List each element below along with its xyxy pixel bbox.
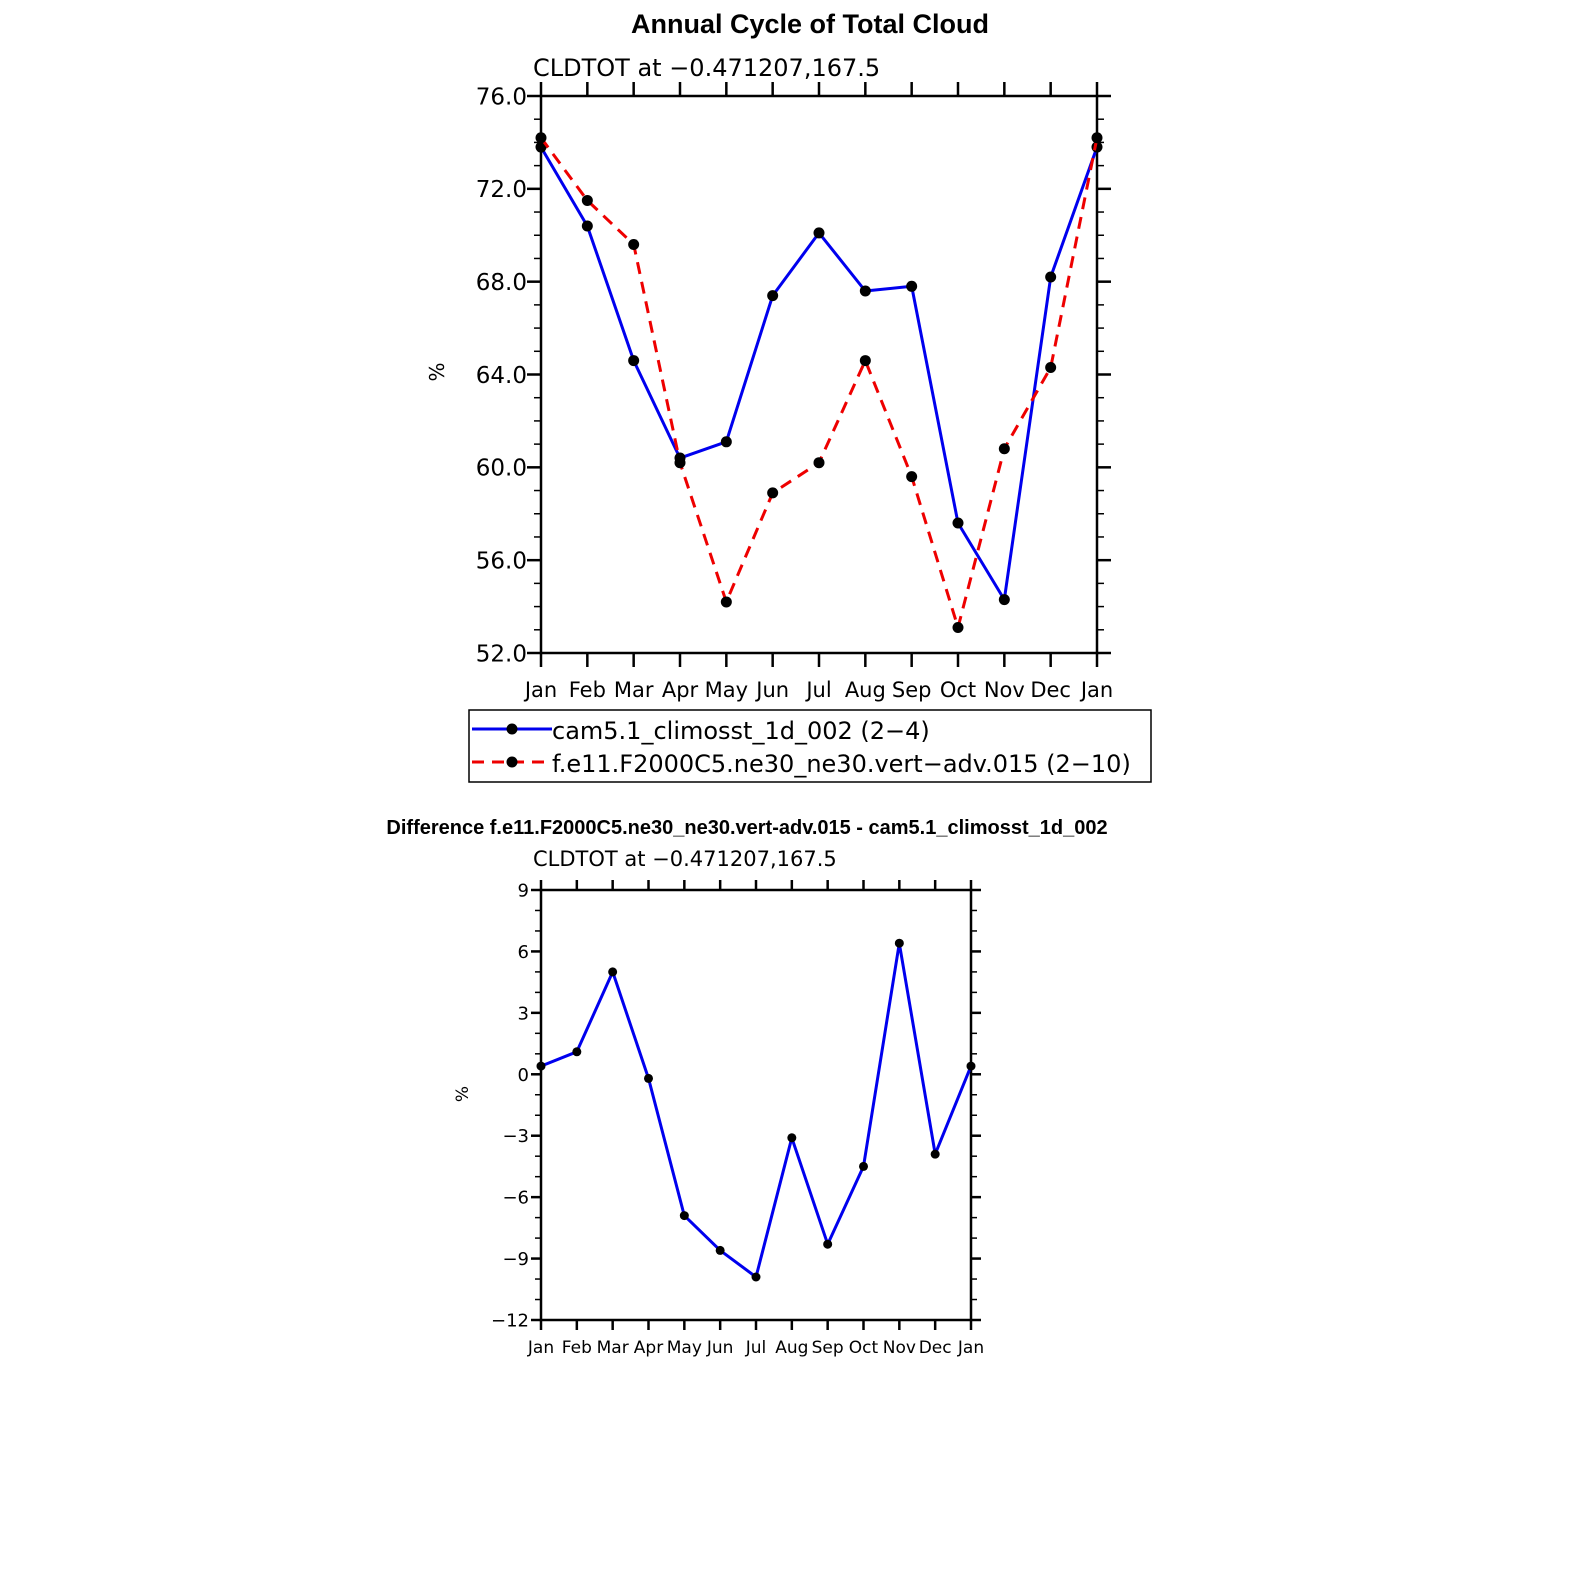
legend-label-series-2: f.e11.F2000C5.ne30_ne30.vert−adv.015 (2−… (552, 750, 1131, 778)
chart1-ylabel: % (425, 362, 449, 381)
chart2-xtick-label: Mar (597, 1338, 629, 1358)
chart1-series-1-point (535, 141, 547, 153)
chart1-ytick-label: 56.0 (476, 548, 527, 574)
chart1-xtick-label: Oct (940, 678, 976, 702)
chart1-xtick-label: Nov (984, 678, 1025, 702)
legend-label-series-1: cam5.1_climosst_1d_002 (2−4) (552, 717, 930, 745)
chart1-series-1-point (581, 220, 593, 232)
chart1-series-1-point (906, 280, 918, 292)
chart1-series-1-point (1045, 271, 1057, 283)
chart1-series-1-point (813, 227, 825, 239)
chart1-xtick-label: Mar (614, 678, 654, 702)
chart1-xtick-label: Jun (754, 678, 789, 702)
chart1-series-line-2 (539, 136, 1099, 629)
chart1-legend: cam5.1_climosst_1d_002 (2−4) f.e11.F2000… (468, 709, 1152, 783)
chart1-series-1-point (998, 594, 1010, 606)
chart1-series-1-point (859, 285, 871, 297)
chart1-series-1-point (628, 355, 640, 367)
chart2-series-1-point (572, 1047, 582, 1057)
chart2-xtick-label: Jan (527, 1338, 554, 1358)
chart1-xtick-label: Feb (569, 678, 606, 702)
chart2-plot: Jan Feb Mar Apr May Jun Jul Aug Sep Oct Nov Dec Jan−… (491, 880, 984, 1358)
chart2-xtick-label: Jan (957, 1338, 984, 1358)
chart2-xtick-label: Sep (812, 1338, 844, 1358)
chart1-ytick-label: 64.0 (476, 363, 527, 389)
legend-box (468, 709, 1152, 783)
chart1-ytick-label: 76.0 (476, 84, 527, 110)
chart2-xtick-label: Apr (634, 1338, 663, 1358)
chart2-frame (539, 888, 973, 1322)
chart2-xtick-label: Oct (849, 1338, 879, 1358)
chart2-title: Difference f.e11.F2000C5.ne30_ne30.vert-… (386, 817, 1107, 839)
chart2-xtick-label: Aug (775, 1338, 808, 1358)
chart1-xtick-label: Aug (845, 678, 886, 702)
chart2-series-1-point (787, 1133, 797, 1143)
chart1-series-2-point (813, 457, 825, 469)
chart1-xtick-label: Sep (892, 678, 932, 702)
chart1-ytick-label: 60.0 (476, 456, 527, 482)
chart1-series-2-point (1091, 132, 1103, 144)
chart2-xtick-label: May (667, 1338, 702, 1358)
chart1-series-2-point (628, 239, 640, 251)
chart2-xtick-label: Nov (883, 1338, 916, 1358)
chart1-xtick-label: Jul (804, 678, 831, 702)
chart2-ytick-label: 9 (518, 880, 529, 901)
chart2-xtick-label: Jul (745, 1338, 767, 1358)
chart1-series-1-point (720, 436, 732, 448)
chart1-xtick-label: Jan (1079, 678, 1113, 702)
chart1-title: Annual Cycle of Total Cloud (631, 9, 989, 39)
legend-marker-series-1 (506, 723, 518, 735)
chart2-series-1-point (751, 1272, 761, 1282)
chart2-ytick-label: 0 (518, 1065, 529, 1086)
chart2-series-1-point (966, 1061, 976, 1071)
chart1-series-line-1 (539, 146, 1099, 602)
chart1-series-2-point (998, 443, 1010, 455)
legend-marker-series-2 (506, 756, 518, 768)
chart1-ytick-label: 52.0 (476, 641, 527, 667)
chart2-series-1-point (679, 1211, 689, 1221)
chart2-xtick-label: Dec (919, 1338, 952, 1358)
chart1-series-1-point (952, 517, 964, 529)
chart1-xtick-label: Apr (662, 678, 699, 702)
chart2-series-1-point (644, 1073, 653, 1083)
chart2-ytick-label: 6 (518, 942, 529, 963)
chart1-series-2-point (581, 194, 593, 206)
chart1-series-2-point (535, 132, 547, 144)
chart2-ytick-label: −6 (502, 1188, 529, 1209)
chart1-xtick-label: Jan (523, 678, 557, 702)
chart1-xtick-label: Dec (1030, 678, 1071, 702)
chart1-series-2-point (1045, 362, 1057, 374)
chart1-series-2-point (767, 487, 779, 499)
chart1-xtick-label: May (705, 678, 748, 702)
chart2-series-1-point (715, 1245, 725, 1255)
chart1-ytick-label: 68.0 (476, 270, 527, 296)
chart1-plot: Jan Feb Mar Apr May Jun Jul Aug Sep Oct Nov Dec Jan 5… (476, 82, 1113, 702)
chart2-series-1-point (823, 1239, 833, 1249)
chart2-series-line-1 (540, 941, 973, 1279)
chart2-xtick-label: Feb (562, 1338, 592, 1358)
chart2-series-1-point (930, 1149, 940, 1159)
chart2-xtick-label: Jun (706, 1338, 734, 1358)
chart1-subtitle: CLDTOT at −0.471207,167.5 (533, 54, 880, 82)
chart2-ytick-label: −12 (491, 1310, 529, 1331)
chart1-series-2-point (674, 457, 686, 469)
chart2-series-1-point (608, 967, 618, 977)
chart2-ylabel: % (453, 1086, 473, 1102)
chart1-series-2-point (906, 471, 918, 483)
chart2-series-1-point (859, 1161, 868, 1171)
chart2-series-1-point (894, 938, 904, 948)
chart1-series-2-point (720, 596, 732, 608)
chart2-ytick-label: −9 (502, 1249, 529, 1270)
chart2-subtitle: CLDTOT at −0.471207,167.5 (533, 847, 837, 871)
chart2-ytick-label: 3 (518, 1003, 529, 1024)
chart2-ytick-label: −3 (502, 1126, 529, 1147)
chart1-series-1-point (767, 290, 779, 302)
chart1-series-2-point (952, 621, 964, 633)
chart1-series-2-point (859, 355, 871, 367)
chart1-ytick-label: 72.0 (476, 177, 527, 203)
chart2-series-1-point (536, 1061, 546, 1071)
chart1-frame (539, 94, 1099, 655)
